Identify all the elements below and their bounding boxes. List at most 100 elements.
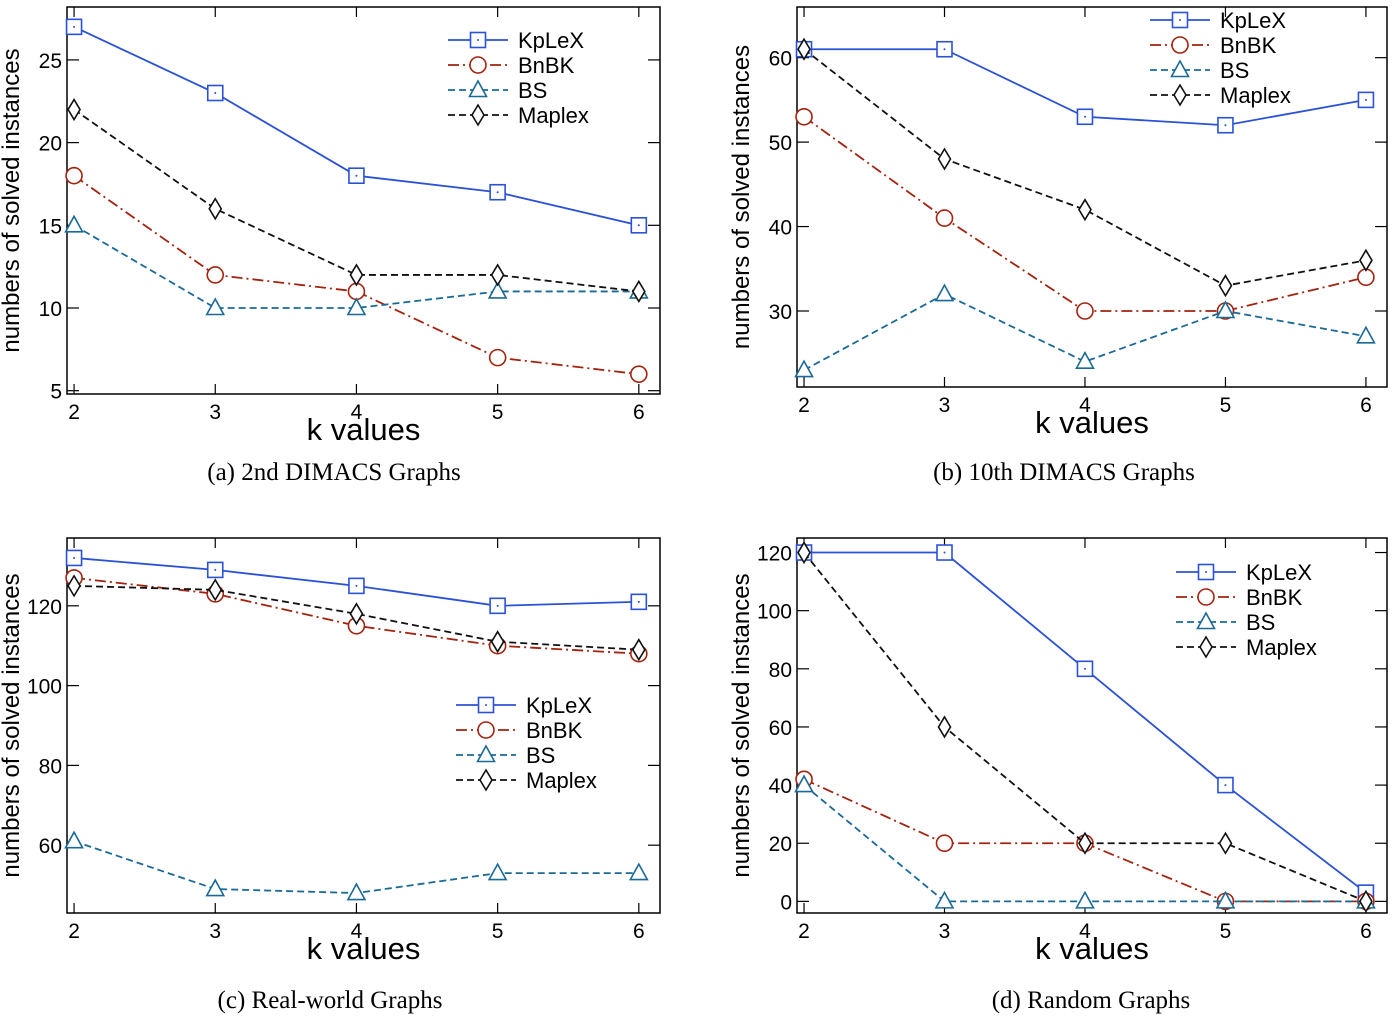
y-axis-label: numbers of solved instances [0,573,25,877]
x-tick-label: 6 [1360,920,1372,943]
legend-label-bnbk: BnBK [526,718,583,743]
legend-label-bnbk: BnBK [1246,585,1303,610]
x-tick-label: 6 [633,920,645,943]
y-tick-label: 120 [757,543,792,566]
data-point-bs [205,878,226,897]
legend-marker-kplex-dot [1205,571,1207,573]
data-point-bs [64,830,84,849]
y-tick-label: 15 [39,215,62,238]
series-line-bs [803,293,1367,371]
legend-marker-maplex [479,768,493,792]
legend-label-bs: BS [1246,610,1275,635]
legend-label-bs: BS [1220,58,1249,83]
data-point-kplex-dot [943,48,946,51]
x-tick-label: 6 [1360,394,1372,417]
data-point-bs [346,297,367,316]
data-point-bnbk [935,209,954,227]
y-tick-label: 30 [769,301,792,324]
data-point-kplex-dot [637,224,640,227]
plot-frame [66,6,661,395]
data-point-kplex-dot [1083,115,1086,118]
chart-panel-2: 2 3 4 5 6 30 40 50 60 k values numbers of solved i… [728,6,1388,486]
data-point-maplex [67,574,81,598]
series-line-bnbk [73,174,639,376]
data-point-kplex-dot [1364,98,1367,101]
x-tick-label: 5 [1220,394,1232,417]
y-tick-label: 60 [769,717,792,740]
data-point-maplex [67,97,81,122]
data-point-bnbk [1076,302,1094,320]
y-tick-label: 20 [769,833,792,856]
plot-frame [796,537,1388,914]
data-point-kplex-dot [355,174,358,177]
data-point-maplex [208,197,223,221]
x-axis-label: k values [1035,931,1149,966]
y-tick-label: 100 [27,676,62,699]
y-tick-label: 5 [50,381,62,404]
data-point-bnbk [630,365,648,383]
data-point-kplex-dot [637,600,640,603]
x-axis-label: k values [307,412,421,447]
data-point-maplex [1358,248,1373,272]
data-point-maplex [490,630,505,654]
legend-marker-bnbk [477,721,495,739]
data-point-bs [1215,890,1236,909]
y-tick-label: 40 [769,775,792,798]
data-point-bs [1356,325,1376,344]
data-point-maplex [490,263,505,287]
legend-marker-maplex [1173,83,1187,107]
legend-label-bs: BS [526,743,555,768]
data-point-maplex [631,638,646,662]
data-point-bnbk [206,266,225,284]
data-point-bs [934,890,955,909]
x-tick-label: 6 [633,401,645,424]
data-point-bnbk [795,107,813,126]
data-point-kplex-dot [496,191,499,194]
data-point-maplex [1078,831,1092,855]
series-line-maplex [73,108,639,293]
x-tick-label: 3 [939,394,951,417]
chart-panel-1: 2 3 4 5 6 5 10 15 20 25 k values numbers of solved … [0,6,661,486]
data-point-kplex-dot [214,92,217,94]
legend-label-kplex: KpLeX [1246,560,1312,585]
x-tick-label: 4 [1079,394,1091,417]
data-point-bnbk [935,834,954,853]
legend-marker-bnbk [1171,36,1189,54]
x-tick-label: 2 [68,401,80,424]
data-point-bnbk [488,348,507,367]
data-point-kplex-dot [1083,667,1086,670]
x-tick-label: 2 [798,394,810,417]
x-tick-label: 4 [1079,920,1091,943]
data-point-kplex-dot [943,551,946,554]
x-axis-label: k values [307,931,421,966]
data-point-kplex-dot [355,584,358,587]
data-point-maplex [1358,889,1373,913]
x-tick-label: 3 [209,401,221,424]
data-point-bs [934,283,955,302]
plot-frame [796,6,1388,388]
legend-marker-bs [468,79,488,98]
plot-frame [66,537,661,914]
data-point-maplex [797,37,811,61]
legend-marker-kplex-dot [485,704,487,706]
legend-label-kplex: KpLeX [1220,8,1286,33]
y-tick-label: 100 [757,601,792,624]
x-tick-label: 2 [68,920,80,943]
figure-caption: (d) Random Graphs [992,987,1191,1014]
legend-marker-bnbk [469,56,487,74]
legend-label-maplex: Maplex [1220,83,1291,108]
data-point-bs [64,214,84,233]
data-point-kplex-dot [1224,784,1227,787]
data-point-kplex-dot [214,568,217,571]
y-tick-label: 0 [780,891,792,914]
figure-caption: (c) Real-world Graphs [218,987,443,1014]
y-tick-label: 40 [769,217,792,240]
y-tick-label: 80 [39,755,62,778]
y-tick-label: 50 [769,132,792,155]
series-line-maplex [803,48,1367,287]
legend-label-maplex: Maplex [1246,635,1317,660]
